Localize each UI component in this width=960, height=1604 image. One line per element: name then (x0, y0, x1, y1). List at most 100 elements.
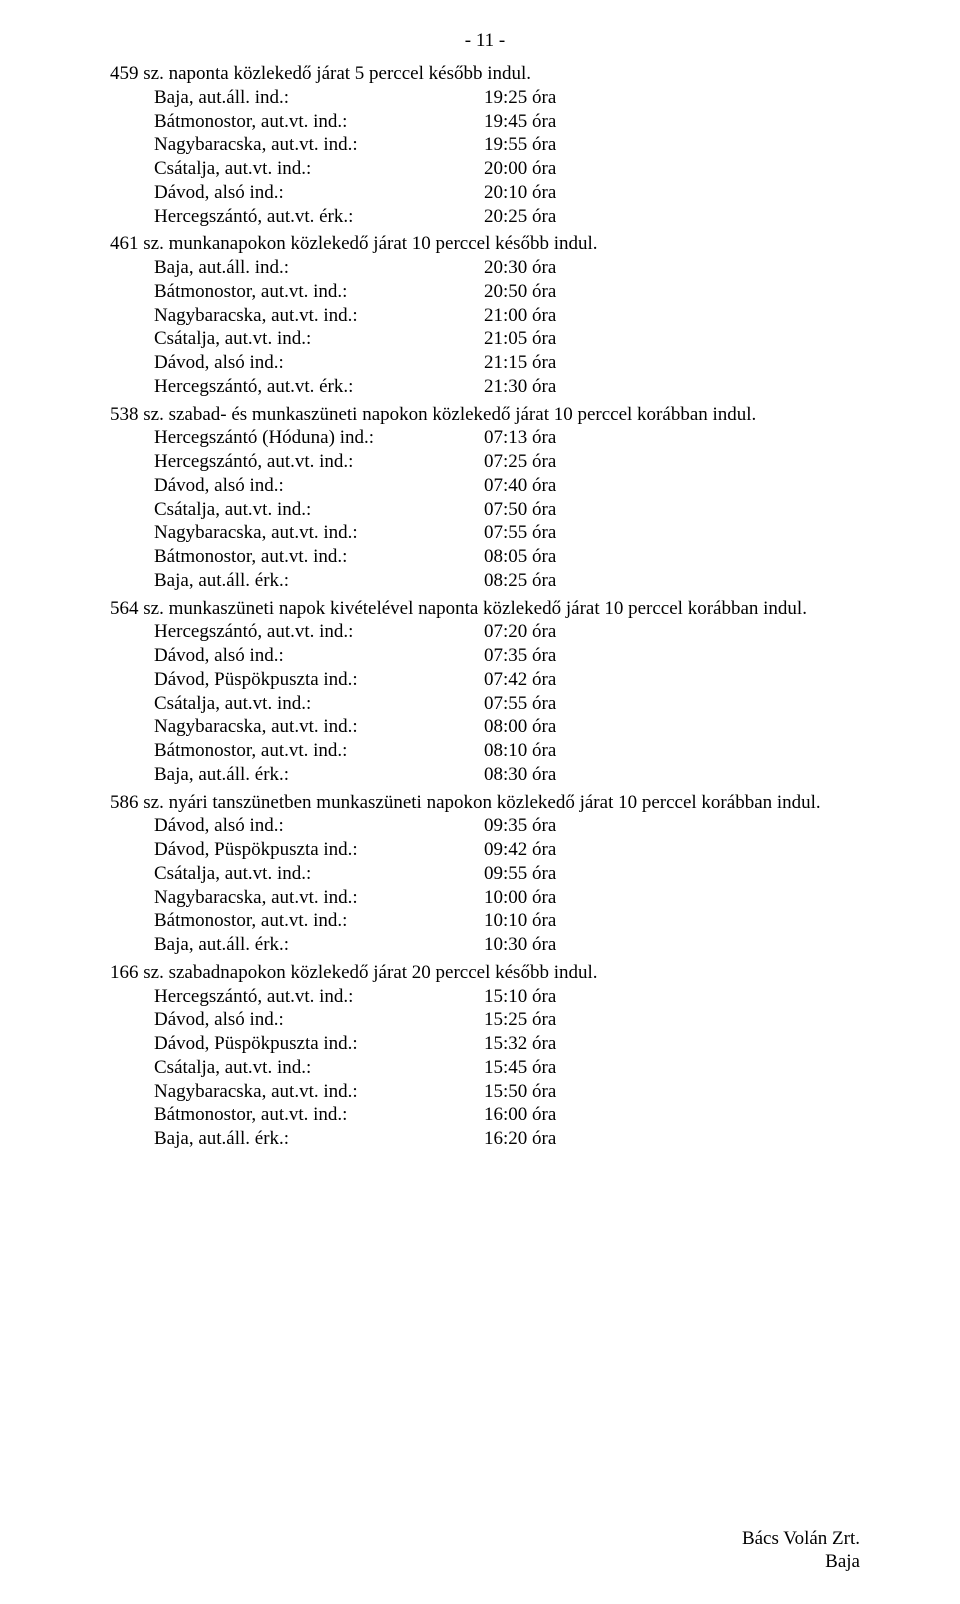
schedule-row: Nagybaracska, aut.vt. ind.:08:00 óra (110, 715, 860, 739)
schedule-row: Csátalja, aut.vt. ind.:20:00 óra (110, 157, 860, 181)
schedule-row: Hercegszántó, aut.vt. érk.:20:25 óra (110, 205, 860, 229)
schedule-row: Csátalja, aut.vt. ind.:07:55 óra (110, 692, 860, 716)
schedule-row: Hercegszántó (Hóduna) ind.:07:13 óra (110, 426, 860, 450)
row-label: Hercegszántó, aut.vt. ind.: (154, 985, 484, 1009)
schedule-row: Nagybaracska, aut.vt. ind.:21:00 óra (110, 304, 860, 328)
schedule-row: Baja, aut.áll. érk.:08:30 óra (110, 763, 860, 787)
row-label: Bátmonostor, aut.vt. ind.: (154, 110, 484, 134)
entry-title: 564 sz. munkaszüneti napok kivételével n… (110, 597, 860, 621)
footer: Bács Volán Zrt. Baja (742, 1527, 860, 1575)
row-value: 07:35 óra (484, 644, 556, 668)
row-value: 07:55 óra (484, 521, 556, 545)
entry: 459 sz. naponta közlekedő járat 5 percce… (110, 62, 860, 228)
entry: 564 sz. munkaszüneti napok kivételével n… (110, 597, 860, 787)
row-value: 09:55 óra (484, 862, 556, 886)
row-value: 10:30 óra (484, 933, 556, 957)
row-value: 07:42 óra (484, 668, 556, 692)
row-value: 15:25 óra (484, 1008, 556, 1032)
row-value: 21:00 óra (484, 304, 556, 328)
row-label: Hercegszántó, aut.vt. érk.: (154, 205, 484, 229)
row-label: Dávod, alsó ind.: (154, 474, 484, 498)
row-label: Nagybaracska, aut.vt. ind.: (154, 715, 484, 739)
row-value: 15:50 óra (484, 1080, 556, 1104)
row-value: 20:25 óra (484, 205, 556, 229)
row-label: Baja, aut.áll. érk.: (154, 933, 484, 957)
schedule-row: Dávod, Püspökpuszta ind.:09:42 óra (110, 838, 860, 862)
row-label: Hercegszántó, aut.vt. ind.: (154, 620, 484, 644)
row-label: Dávod, alsó ind.: (154, 181, 484, 205)
schedule-row: Nagybaracska, aut.vt. ind.:10:00 óra (110, 886, 860, 910)
row-label: Bátmonostor, aut.vt. ind.: (154, 739, 484, 763)
row-value: 21:05 óra (484, 327, 556, 351)
row-value: 16:20 óra (484, 1127, 556, 1151)
schedule-row: Csátalja, aut.vt. ind.:15:45 óra (110, 1056, 860, 1080)
schedule-row: Csátalja, aut.vt. ind.:07:50 óra (110, 498, 860, 522)
row-label: Bátmonostor, aut.vt. ind.: (154, 909, 484, 933)
row-label: Bátmonostor, aut.vt. ind.: (154, 545, 484, 569)
row-label: Dávod, alsó ind.: (154, 814, 484, 838)
row-label: Hercegszántó (Hóduna) ind.: (154, 426, 484, 450)
schedule-row: Dávod, alsó ind.:09:35 óra (110, 814, 860, 838)
row-value: 07:13 óra (484, 426, 556, 450)
row-label: Dávod, alsó ind.: (154, 1008, 484, 1032)
row-label: Dávod, Püspökpuszta ind.: (154, 1032, 484, 1056)
schedule-row: Dávod, alsó ind.:07:35 óra (110, 644, 860, 668)
row-label: Dávod, alsó ind.: (154, 351, 484, 375)
footer-line-2: Baja (742, 1550, 860, 1574)
entry-title: 461 sz. munkanapokon közlekedő járat 10 … (110, 232, 860, 256)
entry: 586 sz. nyári tanszünetben munkaszüneti … (110, 791, 860, 957)
schedule-row: Bátmonostor, aut.vt. ind.:16:00 óra (110, 1103, 860, 1127)
schedule-row: Baja, aut.áll. ind.:19:25 óra (110, 86, 860, 110)
row-value: 08:00 óra (484, 715, 556, 739)
row-label: Nagybaracska, aut.vt. ind.: (154, 304, 484, 328)
row-label: Dávod, Püspökpuszta ind.: (154, 838, 484, 862)
row-value: 10:10 óra (484, 909, 556, 933)
row-value: 07:55 óra (484, 692, 556, 716)
row-label: Hercegszántó, aut.vt. ind.: (154, 450, 484, 474)
schedule-row: Nagybaracska, aut.vt. ind.:07:55 óra (110, 521, 860, 545)
schedule-row: Bátmonostor, aut.vt. ind.:08:10 óra (110, 739, 860, 763)
schedule-row: Csátalja, aut.vt. ind.:21:05 óra (110, 327, 860, 351)
row-value: 07:25 óra (484, 450, 556, 474)
schedule-row: Nagybaracska, aut.vt. ind.:15:50 óra (110, 1080, 860, 1104)
schedule-row: Hercegszántó, aut.vt. érk.:21:30 óra (110, 375, 860, 399)
row-label: Dávod, Püspökpuszta ind.: (154, 668, 484, 692)
row-value: 16:00 óra (484, 1103, 556, 1127)
row-value: 08:25 óra (484, 569, 556, 593)
page-number: - 11 - (110, 30, 860, 52)
entry: 461 sz. munkanapokon közlekedő járat 10 … (110, 232, 860, 398)
schedule-row: Dávod, alsó ind.:21:15 óra (110, 351, 860, 375)
row-value: 07:50 óra (484, 498, 556, 522)
row-label: Nagybaracska, aut.vt. ind.: (154, 886, 484, 910)
row-value: 21:15 óra (484, 351, 556, 375)
row-label: Baja, aut.áll. érk.: (154, 1127, 484, 1151)
row-value: 07:40 óra (484, 474, 556, 498)
row-value: 20:30 óra (484, 256, 556, 280)
row-value: 20:10 óra (484, 181, 556, 205)
entries-container: 459 sz. naponta közlekedő járat 5 percce… (110, 62, 860, 1151)
footer-line-1: Bács Volán Zrt. (742, 1527, 860, 1551)
schedule-row: Dávod, alsó ind.:15:25 óra (110, 1008, 860, 1032)
row-label: Csátalja, aut.vt. ind.: (154, 498, 484, 522)
row-label: Nagybaracska, aut.vt. ind.: (154, 521, 484, 545)
row-label: Csátalja, aut.vt. ind.: (154, 327, 484, 351)
row-label: Dávod, alsó ind.: (154, 644, 484, 668)
row-label: Nagybaracska, aut.vt. ind.: (154, 133, 484, 157)
schedule-row: Bátmonostor, aut.vt. ind.:10:10 óra (110, 909, 860, 933)
schedule-row: Baja, aut.áll. érk.:08:25 óra (110, 569, 860, 593)
schedule-row: Dávod, Püspökpuszta ind.:07:42 óra (110, 668, 860, 692)
entry-title: 538 sz. szabad- és munkaszüneti napokon … (110, 403, 860, 427)
row-value: 08:05 óra (484, 545, 556, 569)
schedule-row: Dávod, alsó ind.:20:10 óra (110, 181, 860, 205)
row-value: 15:45 óra (484, 1056, 556, 1080)
row-value: 20:00 óra (484, 157, 556, 181)
document-page: - 11 - 459 sz. naponta közlekedő járat 5… (0, 0, 960, 1604)
entry-title: 586 sz. nyári tanszünetben munkaszüneti … (110, 791, 860, 815)
row-label: Baja, aut.áll. érk.: (154, 569, 484, 593)
schedule-row: Hercegszántó, aut.vt. ind.:07:20 óra (110, 620, 860, 644)
entry: 166 sz. szabadnapokon közlekedő járat 20… (110, 961, 860, 1151)
row-value: 21:30 óra (484, 375, 556, 399)
schedule-row: Baja, aut.áll. érk.:10:30 óra (110, 933, 860, 957)
entry-title: 166 sz. szabadnapokon közlekedő járat 20… (110, 961, 860, 985)
schedule-row: Baja, aut.áll. érk.:16:20 óra (110, 1127, 860, 1151)
